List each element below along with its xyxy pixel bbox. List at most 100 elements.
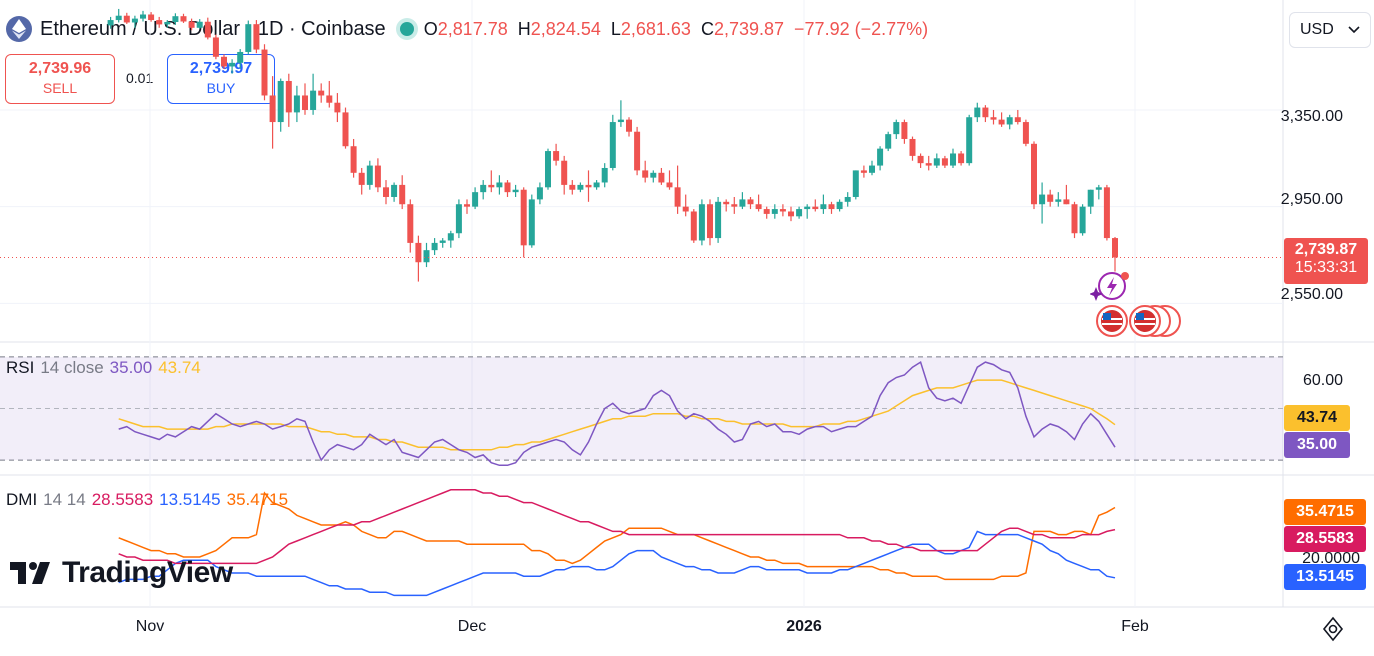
- candle-body: [569, 184, 576, 190]
- candle-body: [399, 184, 406, 205]
- change-value: −77.92 (−2.77%): [794, 18, 929, 39]
- candle-body: [1071, 204, 1078, 234]
- candle-body: [601, 167, 608, 183]
- rsi-legend[interactable]: RSI 14 close 35.00 43.74: [6, 358, 201, 378]
- candle-body: [439, 240, 446, 243]
- candle-body: [715, 201, 722, 239]
- candle-body: [958, 153, 965, 164]
- last-price-tag: 2,739.87 15:33:31: [1284, 238, 1368, 284]
- candle-body: [504, 182, 511, 193]
- candle-body: [140, 14, 146, 19]
- candle-body: [844, 196, 851, 202]
- candle-body: [334, 102, 341, 113]
- price-tick-2: 2,950.00: [1280, 191, 1343, 208]
- dmi-params: 14 14: [43, 490, 86, 509]
- rsi-pane: [0, 356, 1283, 467]
- rsi-ma-value: 43.74: [158, 358, 201, 377]
- candle-body: [350, 146, 357, 173]
- candle-body: [188, 21, 195, 28]
- candle-body: [156, 20, 163, 25]
- buy-label: BUY: [206, 80, 236, 96]
- minus-di-line: [118, 491, 1116, 581]
- dmi-level-label: 20.0000: [1302, 550, 1360, 564]
- candle-body: [650, 172, 657, 178]
- candle-body: [431, 242, 438, 251]
- close-value: 2,739.87: [713, 18, 785, 39]
- candle-body: [253, 24, 260, 50]
- dmi-legend[interactable]: DMI 14 14 28.5583 13.5145 35.4715: [6, 490, 288, 510]
- price-pane: [0, 8, 1283, 304]
- candle-body: [674, 187, 681, 207]
- tradingview-logo[interactable]: TradingView: [10, 556, 233, 590]
- time-label-dec: Dec: [457, 618, 487, 635]
- candle-body: [536, 187, 543, 200]
- candle-body: [585, 184, 592, 188]
- rsi-line: [118, 360, 1116, 467]
- candle-body: [1014, 117, 1021, 123]
- candle-body: [415, 242, 422, 263]
- candle-body: [901, 122, 908, 139]
- low-label: L: [610, 18, 621, 39]
- rsi-params: 14 close: [40, 358, 104, 377]
- chevron-down-icon: [1348, 26, 1360, 34]
- time-label-2026: 2026: [786, 618, 822, 635]
- candle-body: [779, 209, 786, 212]
- candle-body: [318, 90, 325, 96]
- candle-body: [877, 148, 884, 166]
- candle-body: [771, 209, 778, 214]
- candle-body: [909, 138, 916, 156]
- candle-body: [204, 21, 211, 38]
- rsi-tick-60: 60.00: [1302, 372, 1343, 389]
- candle-body: [261, 49, 268, 96]
- price-tick-1: 3,350.00: [1280, 108, 1343, 125]
- candle-body: [723, 201, 730, 205]
- candle-body: [893, 122, 900, 135]
- minus-di-value: 35.4715: [226, 490, 289, 509]
- candle-body: [383, 187, 389, 197]
- candle-body: [1087, 189, 1094, 207]
- candle-body: [269, 95, 276, 123]
- candle-body: [617, 119, 624, 123]
- candle-body: [545, 151, 551, 188]
- candle-body: [520, 189, 527, 246]
- candle-body: [374, 165, 381, 188]
- candle-body: [836, 201, 843, 210]
- candle-body: [885, 134, 892, 149]
- candle-body: [212, 37, 219, 57]
- tradingview-logo-icon: [10, 562, 50, 584]
- open-value: 2,817.78: [437, 18, 508, 39]
- candle-body: [512, 189, 519, 193]
- sell-price: 2,739.96: [28, 60, 92, 77]
- plus-di-line: [118, 530, 1116, 597]
- candle-body: [366, 165, 373, 185]
- alert-spark-icon[interactable]: [1089, 270, 1134, 309]
- currency-select[interactable]: USD: [1289, 12, 1371, 48]
- candle-body: [447, 233, 454, 241]
- candle-body: [553, 151, 560, 161]
- candle-body: [1063, 199, 1070, 205]
- us-economic-events-icon[interactable]: [1096, 305, 1188, 344]
- ethereum-icon: [6, 16, 32, 42]
- open-label: O: [423, 18, 438, 39]
- dmi-pane: [118, 489, 1116, 597]
- candle-body: [828, 204, 835, 210]
- market-open-indicator: [399, 22, 414, 36]
- candle-body: [496, 182, 503, 188]
- candle-body: [739, 199, 746, 207]
- candle-body: [528, 199, 535, 246]
- close-label: C: [700, 18, 714, 39]
- candle-body: [472, 192, 479, 207]
- candle-body: [788, 211, 794, 217]
- candle-body: [1055, 199, 1062, 202]
- candle-body: [634, 131, 641, 171]
- sell-button[interactable]: 2,739.96 SELL: [5, 54, 115, 104]
- candle-body: [1103, 187, 1110, 239]
- candle-body: [682, 206, 689, 212]
- candle-body: [941, 158, 948, 166]
- candle-body: [302, 95, 308, 110]
- candle-body: [131, 18, 138, 23]
- candle-body: [1039, 194, 1046, 205]
- chart-settings-button[interactable]: [1320, 616, 1346, 647]
- candle-body: [310, 90, 317, 110]
